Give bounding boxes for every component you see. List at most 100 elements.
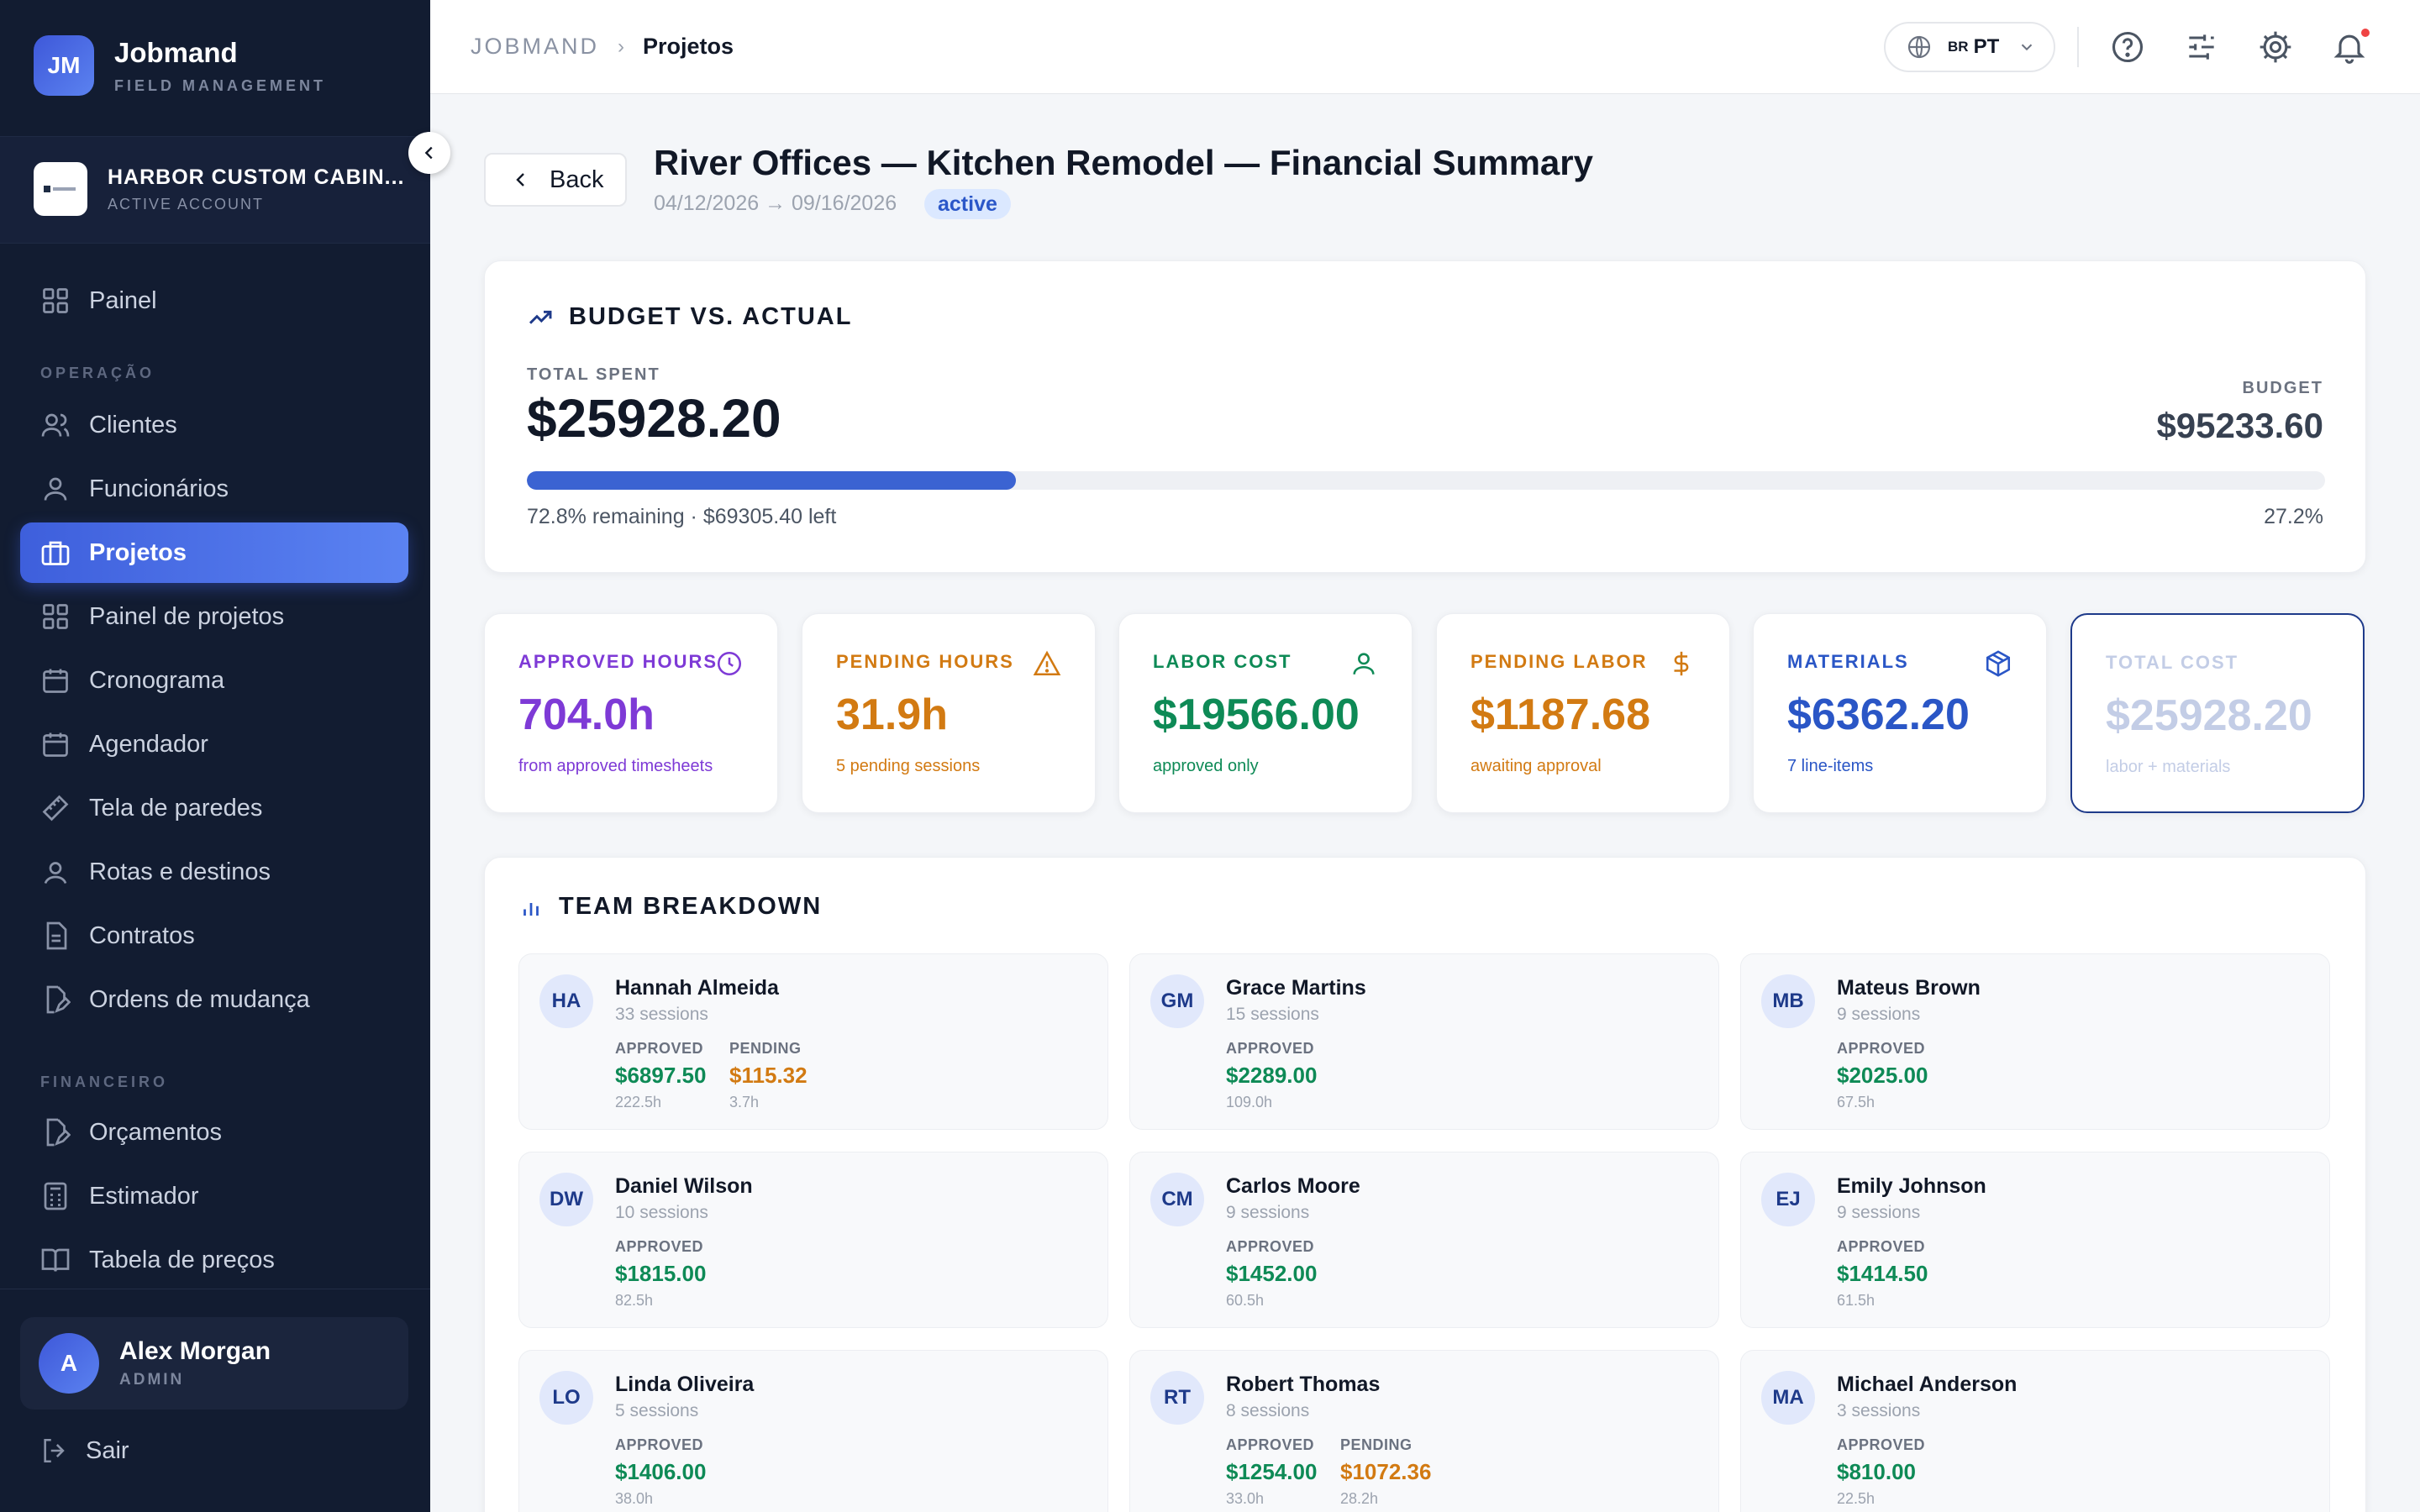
- member-avatar: DW: [539, 1173, 593, 1226]
- budget-progress-fill: [527, 471, 1017, 490]
- language-selector[interactable]: BR PT: [1884, 22, 2055, 72]
- member-name: Daniel Wilson: [615, 1174, 753, 1198]
- pending-amount: $1072.36: [1340, 1459, 1432, 1484]
- nav-item-painel-de-projetos[interactable]: Painel de projetos: [20, 586, 408, 647]
- nav-label: Painel de projetos: [89, 602, 285, 630]
- nav-item-tabela-de-precos[interactable]: Tabela de preços: [20, 1230, 408, 1290]
- member-name: Grace Martins: [1226, 976, 1366, 1000]
- approved-block: APPROVED $2289.00 109.0h: [1226, 1040, 1317, 1111]
- grid-icon: [43, 288, 68, 313]
- trending-up-icon: [529, 310, 552, 324]
- team-member-card[interactable]: HA Hannah Almeida 33 sessions APPROVED $6897…: [518, 953, 1108, 1130]
- nav-label: Estimador: [89, 1182, 199, 1210]
- pending-label: PENDING: [729, 1040, 802, 1057]
- stat-sub: from approved timesheets: [518, 757, 713, 775]
- nav-label: Painel: [89, 286, 157, 314]
- member-sessions: 10 sessions: [615, 1203, 708, 1222]
- approved-hours: 22.5h: [1837, 1490, 1876, 1507]
- approved-hours: 109.0h: [1226, 1094, 1273, 1110]
- stat-label: APPROVED HOURS: [518, 651, 718, 672]
- chevron-left-icon: [516, 173, 524, 186]
- approved-amount: $1414.50: [1837, 1261, 1928, 1286]
- globe-icon: [1907, 35, 1931, 59]
- pending-block: PENDING $115.32 3.7h: [729, 1040, 808, 1111]
- member-name: Carlos Moore: [1226, 1174, 1360, 1198]
- nav-item-contratos[interactable]: Contratos: [20, 906, 408, 966]
- nav-label: Orçamentos: [89, 1118, 222, 1146]
- nav-label: Tabela de preços: [89, 1246, 275, 1273]
- back-button[interactable]: Back: [484, 153, 627, 207]
- topbar: JOBMAND › Projetos BR PT: [430, 0, 2420, 94]
- sliders-icon[interactable]: [2183, 29, 2220, 66]
- approved-block: APPROVED $1414.50 61.5h: [1837, 1238, 1928, 1310]
- calendar-icon: [43, 669, 68, 693]
- budget-label: BUDGET: [2242, 379, 2323, 397]
- stat-value: 31.9h: [836, 690, 948, 739]
- nav-item-estimador[interactable]: Estimador: [20, 1166, 408, 1226]
- nav-item-ordens-de-mudanca[interactable]: Ordens de mudança: [20, 969, 408, 1030]
- nav-label: Tela de paredes: [89, 794, 263, 822]
- stat-pending-hours: PENDING HOURS 31.9h 5 pending sessions: [802, 613, 1096, 813]
- budget-card-title: BUDGET VS. ACTUAL: [527, 303, 852, 331]
- help-icon[interactable]: [2109, 29, 2146, 66]
- team-member-card[interactable]: LO Linda Oliveira 5 sessions APPROVED $1406.…: [518, 1350, 1108, 1512]
- account-switcher[interactable]: HARBOR CUSTOM CABIN... ACTIVE ACCOUNT: [0, 136, 430, 244]
- member-sessions: 15 sessions: [1226, 1005, 1319, 1024]
- nav-item-agendador[interactable]: Agendador: [20, 714, 408, 774]
- account-name: HARBOR CUSTOM CABIN...: [108, 165, 405, 189]
- approved-amount: $2289.00: [1226, 1063, 1318, 1088]
- nav-item-rotas-e-destinos[interactable]: Rotas e destinos: [20, 842, 408, 902]
- approved-block: APPROVED $810.00 22.5h: [1837, 1436, 1925, 1508]
- nav-item-clientes[interactable]: Clientes: [20, 395, 408, 455]
- stat-sub: 5 pending sessions: [836, 757, 981, 775]
- breadcrumb-root[interactable]: JOBMAND: [471, 34, 600, 59]
- approved-amount: $1815.00: [615, 1261, 707, 1286]
- bar-chart-icon: [523, 902, 539, 916]
- approved-amount: $6897.50: [615, 1063, 707, 1088]
- team-member-card[interactable]: CM Carlos Moore 9 sessions APPROVED $1452.00…: [1129, 1152, 1719, 1328]
- approved-hours: 38.0h: [615, 1490, 654, 1507]
- logout-button[interactable]: Sair: [40, 1436, 129, 1465]
- warning-icon: [1033, 650, 1061, 676]
- team-member-card[interactable]: GM Grace Martins 15 sessions APPROVED $2289.…: [1129, 953, 1719, 1130]
- stat-value: 704.0h: [518, 690, 655, 739]
- nav-item-cronograma[interactable]: Cronograma: [20, 650, 408, 711]
- clock-icon: [717, 651, 742, 676]
- dollar-icon: [1674, 651, 1689, 676]
- status-badge: active: [924, 189, 1011, 219]
- team-title-text: TEAM BREAKDOWN: [559, 893, 823, 920]
- sidebar: JM Jobmand FIELD MANAGEMENT HARBOR CUSTO…: [0, 0, 430, 1512]
- nav-item-painel[interactable]: Painel: [20, 270, 408, 331]
- team-member-card[interactable]: RT Robert Thomas 8 sessions APPROVED $1254.0…: [1129, 1350, 1719, 1512]
- team-member-card[interactable]: EJ Emily Johnson 9 sessions APPROVED $1414.5…: [1740, 1152, 2330, 1328]
- approved-hours: 222.5h: [615, 1094, 662, 1110]
- team-member-card[interactable]: MA Michael Anderson 3 sessions APPROVED $810…: [1740, 1350, 2330, 1512]
- stat-label: PENDING LABOR: [1470, 651, 1648, 672]
- collapse-sidebar-button[interactable]: [408, 132, 450, 174]
- approved-amount: $2025.00: [1837, 1063, 1928, 1088]
- nav-label: Contratos: [89, 921, 195, 949]
- stat-value: $25928.20: [2106, 691, 2312, 740]
- nav-label: Agendador: [89, 730, 208, 758]
- member-name: Michael Anderson: [1837, 1373, 2018, 1396]
- member-avatar: MA: [1761, 1371, 1815, 1425]
- page-title: River Offices — Kitchen Remodel — Financ…: [654, 143, 1593, 182]
- approved-label: APPROVED: [615, 1040, 704, 1057]
- nav-item-projetos[interactable]: Projetos: [20, 522, 408, 583]
- ruler-icon: [42, 795, 69, 822]
- logout-label: Sair: [86, 1436, 129, 1464]
- user-role: ADMIN: [119, 1371, 185, 1389]
- team-breakdown-card: TEAM BREAKDOWN HA Hannah Almeida 33 sessio…: [484, 857, 2366, 1512]
- user-profile[interactable]: A Alex Morgan ADMIN: [20, 1317, 408, 1410]
- nav-item-orcamentos[interactable]: Orçamentos: [20, 1102, 408, 1163]
- gear-icon[interactable]: [2257, 29, 2294, 66]
- team-member-card[interactable]: DW Daniel Wilson 10 sessions APPROVED $1815.…: [518, 1152, 1108, 1328]
- budget-card: BUDGET VS. ACTUAL TOTAL SPENT $25928.20 …: [484, 260, 2366, 573]
- brand[interactable]: JM Jobmand FIELD MANAGEMENT: [34, 35, 326, 96]
- bell-icon[interactable]: [2331, 29, 2368, 66]
- nav-item-funcionarios[interactable]: Funcionários: [20, 459, 408, 519]
- team-member-card[interactable]: MB Mateus Brown 9 sessions APPROVED $2025.00…: [1740, 953, 2330, 1130]
- stat-materials: MATERIALS $6362.20 7 line-items: [1753, 613, 2047, 813]
- approved-label: APPROVED: [615, 1436, 704, 1453]
- nav-item-tela-de-paredes[interactable]: Tela de paredes: [20, 778, 408, 838]
